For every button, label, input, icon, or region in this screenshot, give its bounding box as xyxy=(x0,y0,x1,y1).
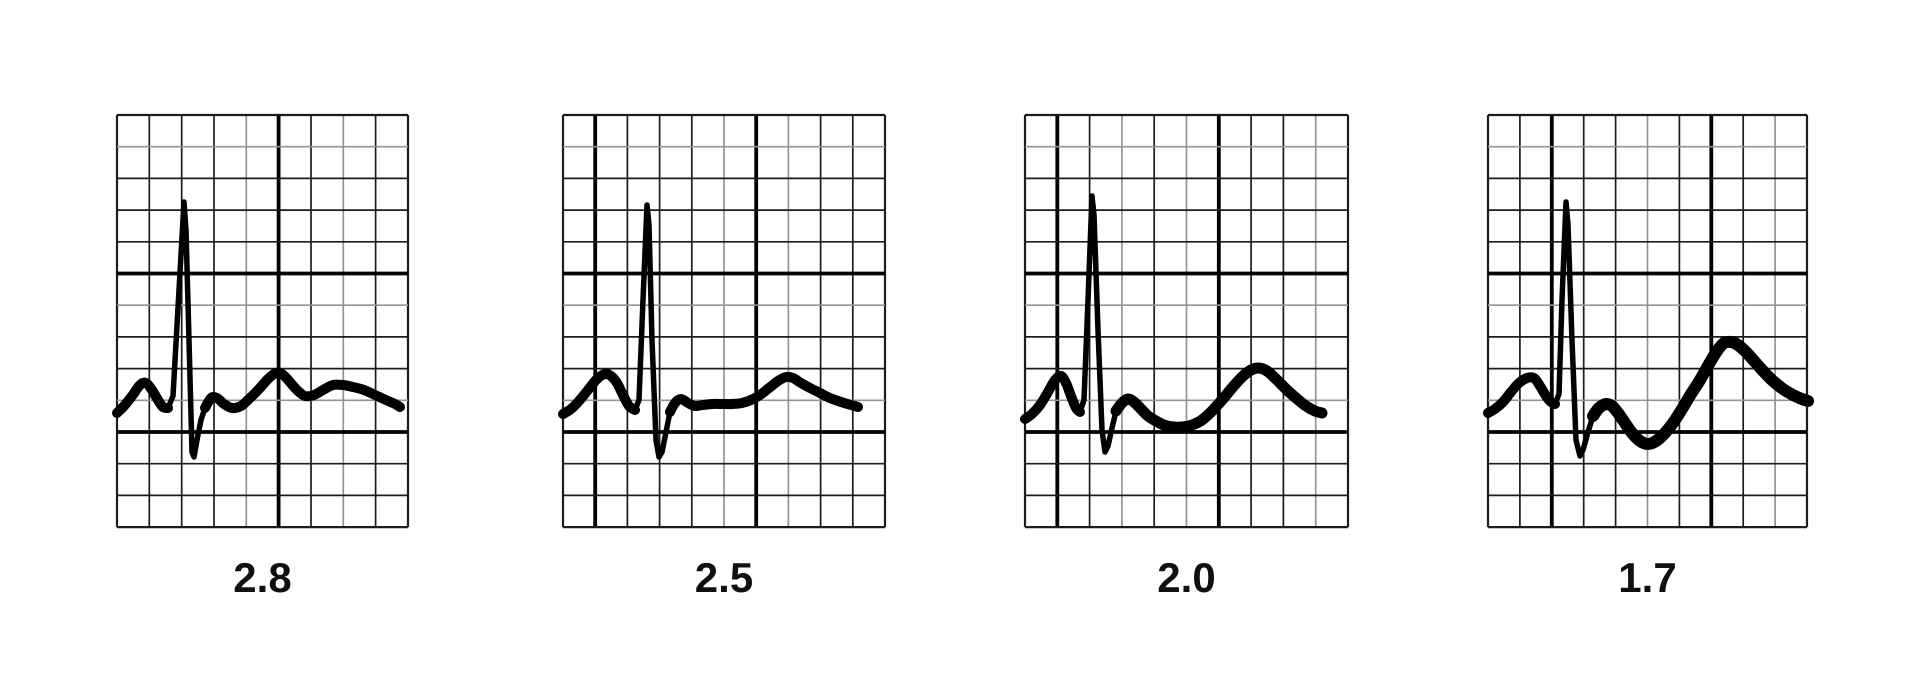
ecg-trace-segment xyxy=(1587,335,1814,450)
ecg-grid xyxy=(1486,113,1809,529)
ecg-grid xyxy=(561,113,887,529)
ecg-trace-segment xyxy=(200,367,405,414)
panel-label: 2.0 xyxy=(1157,554,1215,601)
ecg-panel-4: 1.7 xyxy=(1483,113,1814,601)
ecg-grid xyxy=(115,113,410,529)
ecg-waveform xyxy=(1020,193,1328,455)
ecg-trace-segment xyxy=(558,368,640,419)
ecg-panel-3: 2.0 xyxy=(1020,113,1350,601)
ecg-panel-2: 2.5 xyxy=(558,113,887,601)
ecg-waveform xyxy=(112,199,405,460)
panel-label: 2.8 xyxy=(233,554,291,601)
ecg-grid xyxy=(1023,113,1350,529)
ecg-trace-segment xyxy=(1110,362,1328,433)
ecg-trace-segment xyxy=(1020,370,1085,424)
panel-label: 1.7 xyxy=(1618,554,1676,601)
panel-label: 2.5 xyxy=(695,554,753,601)
ecg-trace-segment xyxy=(1552,199,1596,459)
ecg-trace-segment xyxy=(632,202,673,460)
ecg-trace-segment xyxy=(112,377,173,418)
ecg-trace-segment xyxy=(165,199,208,460)
ecg-waveform xyxy=(1483,199,1814,459)
ecg-trace-segment xyxy=(665,371,863,417)
ecg-panel-1: 2.8 xyxy=(112,113,410,601)
ecg-waveform xyxy=(558,202,863,460)
ecg-trace-segment xyxy=(1077,193,1119,455)
ecg-trace-segment xyxy=(1483,372,1560,418)
